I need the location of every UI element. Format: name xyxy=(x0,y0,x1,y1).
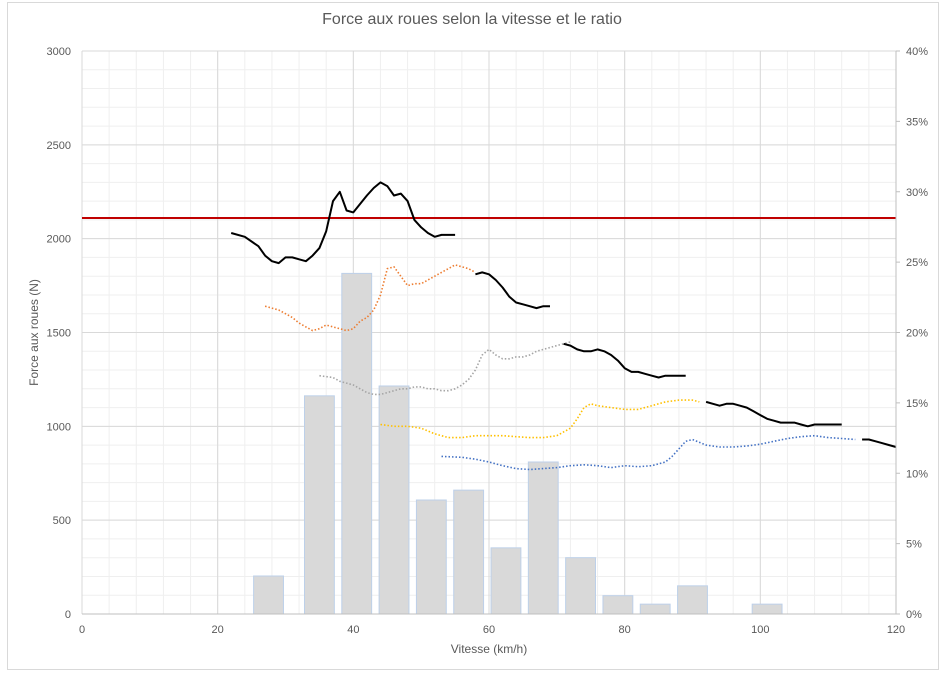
bar xyxy=(527,461,559,615)
y-tick-label: 500 xyxy=(53,515,71,527)
bar xyxy=(565,557,596,615)
dotted-series-line xyxy=(441,434,856,471)
bar xyxy=(639,603,671,615)
x-tick-label: 40 xyxy=(347,624,359,636)
bar xyxy=(253,575,284,615)
grid xyxy=(81,50,897,615)
y2-tick-label: 15% xyxy=(906,398,928,410)
chart-title: Force aux roues selon la vitesse et le r… xyxy=(322,11,622,28)
line-series xyxy=(82,181,897,471)
y2-tick-label: 30% xyxy=(906,187,928,199)
solid-series-line xyxy=(475,271,550,310)
y2-tick-label: 40% xyxy=(906,46,928,58)
axes: 0 20 40 60 80 100 120 0 500 1000 1500 2000 2500 3000 0… xyxy=(47,46,929,636)
bar xyxy=(751,603,783,615)
bar xyxy=(677,585,708,615)
x-tick-label: 80 xyxy=(619,624,631,636)
y-tick-label: 3000 xyxy=(47,46,71,58)
x-tick-label: 20 xyxy=(212,624,224,636)
y-axis-label: Force aux roues (N) xyxy=(27,279,41,386)
dotted-series-line xyxy=(319,341,571,396)
y-tick-label: 2500 xyxy=(47,140,71,152)
bar xyxy=(341,272,373,615)
bar xyxy=(602,595,634,615)
y2-tick-label: 0% xyxy=(906,609,922,621)
x-tick-label: 100 xyxy=(751,624,769,636)
y2-tick-label: 25% xyxy=(906,257,928,269)
x-tick-label: 0 xyxy=(79,624,85,636)
y-tick-label: 2000 xyxy=(47,234,71,246)
solid-series-line xyxy=(563,342,686,379)
dotted-series-line xyxy=(380,399,700,439)
solid-series-line xyxy=(230,181,456,265)
bar xyxy=(453,489,485,615)
x-tick-label: 120 xyxy=(887,624,905,636)
y2-tick-label: 35% xyxy=(906,116,928,128)
y2-tick-label: 20% xyxy=(906,328,928,340)
y-tick-label: 1500 xyxy=(47,328,71,340)
y-tick-label: 0 xyxy=(65,609,71,621)
bar xyxy=(303,395,335,615)
bar xyxy=(490,547,522,615)
x-axis-label: Vitesse (km/h) xyxy=(451,642,527,656)
dotted-series-line xyxy=(264,264,476,332)
y2-tick-label: 5% xyxy=(906,539,922,551)
solid-series-line xyxy=(705,400,842,428)
x-tick-label: 60 xyxy=(483,624,495,636)
solid-series-line xyxy=(862,438,897,448)
bar xyxy=(378,385,410,615)
y2-tick-label: 10% xyxy=(906,468,928,480)
bar xyxy=(415,499,447,615)
y-tick-label: 1000 xyxy=(47,421,71,433)
